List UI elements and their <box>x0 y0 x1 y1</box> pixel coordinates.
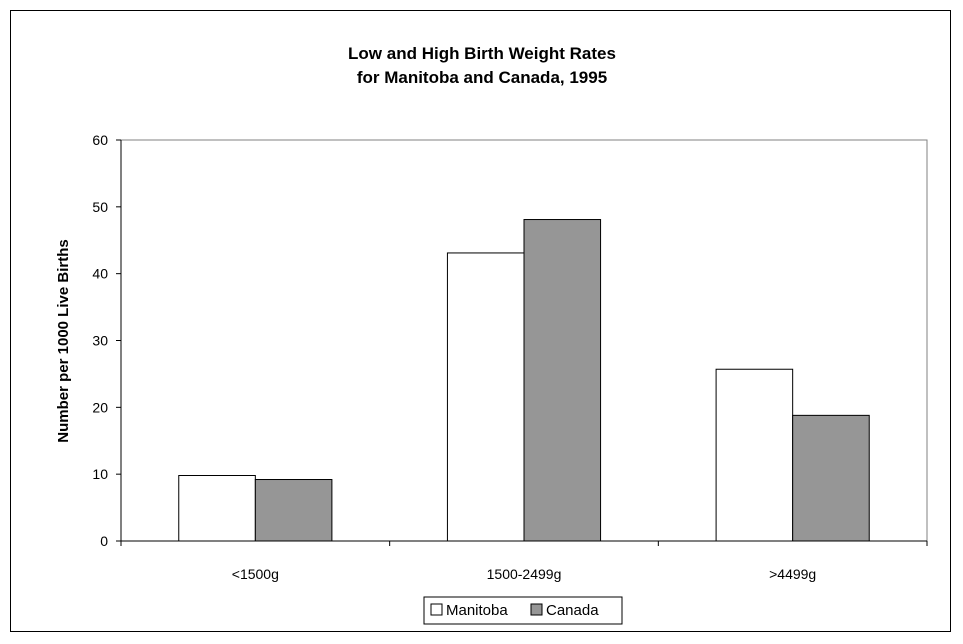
bar-canada-2 <box>523 219 602 542</box>
bar-manitoba-2 <box>446 252 525 542</box>
legend-swatch-canada <box>530 603 543 616</box>
y-tick-label: 60 <box>92 132 108 148</box>
legend-label-manitoba: Manitoba <box>446 602 508 619</box>
x-axis: <1500g 1500-2499g >4499g <box>120 540 928 582</box>
legend: Manitoba Canada <box>423 596 623 625</box>
legend-swatch-manitoba <box>430 603 443 616</box>
bar-canada-1 <box>254 479 333 542</box>
y-axis-label: Number per 1000 Live Births <box>55 239 72 442</box>
bar-manitoba-1 <box>178 475 256 542</box>
bar-canada-3 <box>792 414 870 542</box>
y-tick-label: 50 <box>92 199 108 215</box>
bars <box>178 219 870 542</box>
chart-title-line-2: for Manitoba and Canada, 1995 <box>357 68 607 87</box>
legend-label-canada: Canada <box>546 602 599 619</box>
y-tick-label: 20 <box>92 399 108 415</box>
legend-box <box>423 596 623 625</box>
y-tick-label: 10 <box>92 466 108 482</box>
x-tick-label: <1500g <box>232 566 279 582</box>
chart-title-line-1: Low and High Birth Weight Rates <box>348 44 616 63</box>
y-tick-label: 30 <box>92 333 108 349</box>
y-tick-label: 40 <box>92 266 108 282</box>
y-axis: 0 10 20 30 40 50 60 <box>92 132 122 549</box>
x-tick-label: 1500-2499g <box>487 566 562 582</box>
x-tick-label: >4499g <box>769 566 816 582</box>
bar-manitoba-3 <box>715 368 794 542</box>
y-tick-label: 0 <box>100 533 108 549</box>
